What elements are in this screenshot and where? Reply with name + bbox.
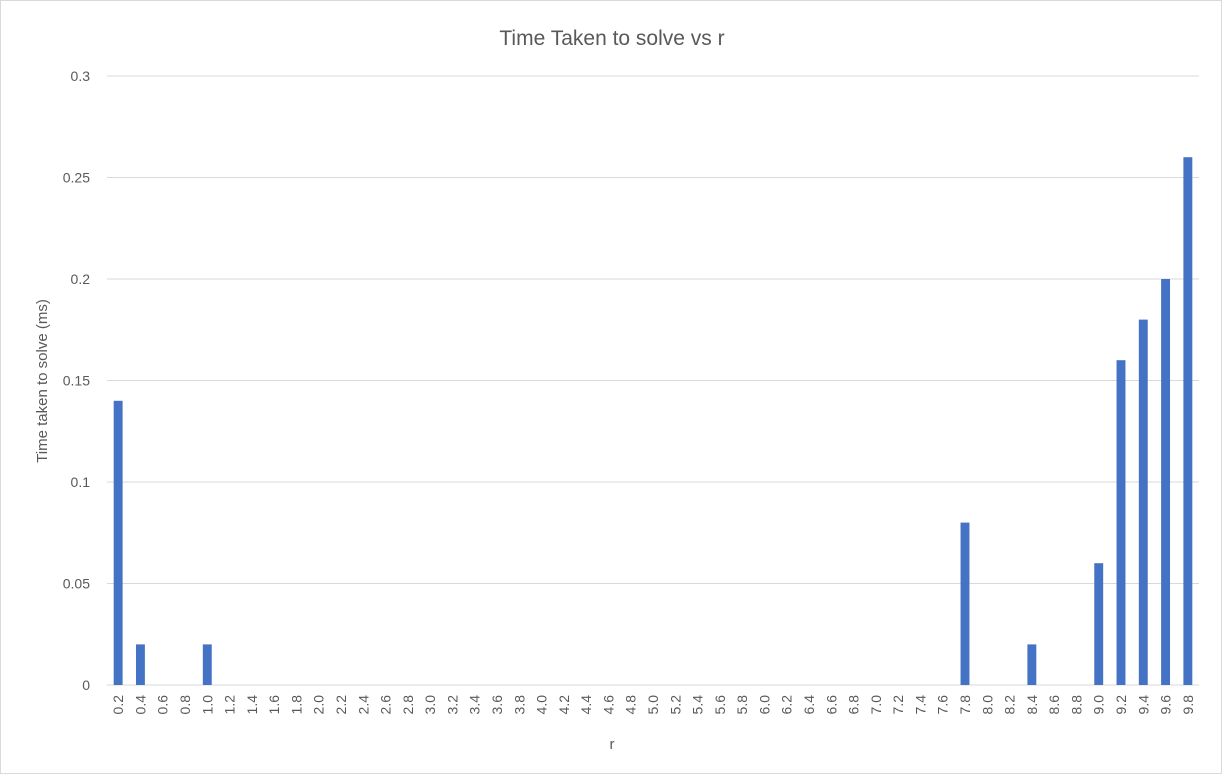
y-tick-label: 0.05 [63, 576, 90, 592]
bar [1094, 563, 1104, 685]
x-tick-label: 3.2 [444, 695, 460, 715]
y-tick-label: 0.1 [71, 474, 91, 490]
bar [1116, 360, 1126, 685]
x-tick-label: 3.4 [467, 695, 483, 715]
x-tick-label: 0.2 [110, 695, 126, 715]
x-tick-label: 8.8 [1068, 695, 1084, 715]
x-axis-ticks: 0.2 0.4 0.6 0.8 1.0 1.2 1.4 1.6 1.8 2.0 2.2 2.4 2.6 2… [110, 695, 1196, 715]
x-tick-label: 1.6 [266, 695, 282, 715]
y-tick-label: 0.2 [71, 271, 91, 287]
x-tick-label: 5.2 [667, 695, 683, 715]
x-tick-label: 2.0 [311, 695, 327, 715]
x-tick-label: 2.6 [378, 695, 394, 715]
x-tick-label: 4.2 [556, 695, 572, 715]
x-tick-label: 6.0 [756, 695, 772, 715]
x-tick-label: 0.6 [155, 695, 171, 715]
x-tick-label: 4.6 [600, 695, 616, 715]
x-tick-label: 3.8 [511, 695, 527, 715]
gridlines [107, 75, 1199, 686]
x-tick-label: 7.2 [890, 695, 906, 715]
x-tick-label: 0.4 [132, 695, 148, 715]
x-tick-label: 8.2 [1002, 695, 1018, 715]
x-tick-label: 3.6 [489, 695, 505, 715]
bar [960, 522, 970, 685]
x-tick-label: 0.8 [177, 695, 193, 715]
x-tick-label: 8.4 [1024, 695, 1040, 715]
x-tick-label: 1.0 [199, 695, 215, 715]
bar [135, 644, 145, 685]
x-tick-label: 8.6 [1046, 695, 1062, 715]
y-tick-label: 0.15 [63, 373, 90, 389]
x-tick-label: 9.4 [1135, 695, 1151, 715]
x-tick-label: 2.2 [333, 695, 349, 715]
x-tick-label: 5.4 [690, 695, 706, 715]
x-tick-label: 8.0 [979, 695, 995, 715]
bar [202, 644, 212, 685]
x-tick-label: 9.0 [1091, 695, 1107, 715]
x-tick-label: 1.4 [244, 695, 260, 715]
x-tick-label: 6.4 [801, 695, 817, 715]
x-tick-label: 6.8 [846, 695, 862, 715]
x-tick-label: 4.8 [623, 695, 639, 715]
x-tick-label: 6.2 [779, 695, 795, 715]
x-tick-label: 4.0 [534, 695, 550, 715]
x-tick-label: 9.6 [1158, 695, 1174, 715]
x-tick-label: 4.4 [578, 695, 594, 715]
bars [113, 157, 1193, 685]
x-tick-label: 3.0 [422, 695, 438, 715]
x-tick-label: 5.8 [734, 695, 750, 715]
y-axis-label: Time taken to solve (ms) [34, 299, 51, 463]
x-tick-label: 2.4 [355, 695, 371, 715]
x-tick-label: 1.8 [288, 695, 304, 715]
chart-title: Time Taken to solve vs r [499, 27, 724, 50]
bar [1138, 319, 1148, 685]
x-tick-label: 7.4 [912, 695, 928, 715]
y-tick-label: 0.3 [71, 68, 91, 84]
bar [1183, 157, 1193, 685]
bar [1027, 644, 1037, 685]
x-tick-label: 2.8 [400, 695, 416, 715]
bar [113, 400, 123, 685]
x-tick-label: 5.6 [712, 695, 728, 715]
y-tick-label: 0 [82, 677, 90, 693]
x-tick-label: 9.2 [1113, 695, 1129, 715]
x-tick-label: 7.0 [868, 695, 884, 715]
x-tick-label: 6.6 [823, 695, 839, 715]
y-tick-label: 0.25 [63, 170, 90, 186]
x-axis-label: r [610, 736, 615, 753]
x-tick-label: 9.8 [1180, 695, 1196, 715]
bar [1161, 279, 1171, 685]
y-axis-ticks: 0 0.05 0.1 0.15 0.2 0.25 0.3 [63, 68, 90, 693]
x-tick-label: 7.6 [935, 695, 951, 715]
x-tick-label: 1.2 [222, 695, 238, 715]
x-tick-label: 5.0 [645, 695, 661, 715]
x-tick-label: 7.8 [957, 695, 973, 715]
